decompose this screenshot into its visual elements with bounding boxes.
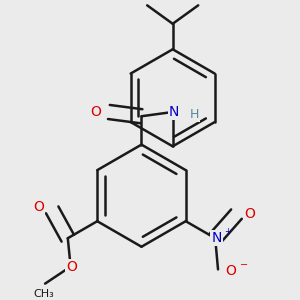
Text: H: H (189, 108, 199, 121)
Text: O: O (33, 200, 44, 214)
Text: O: O (91, 105, 101, 119)
Text: N: N (169, 105, 179, 119)
Text: O: O (67, 260, 77, 274)
Text: O: O (244, 207, 255, 221)
Text: CH₃: CH₃ (33, 289, 54, 298)
Text: +: + (224, 226, 231, 236)
Text: N: N (212, 231, 222, 245)
Text: −: − (239, 260, 247, 270)
Text: O: O (225, 264, 236, 278)
